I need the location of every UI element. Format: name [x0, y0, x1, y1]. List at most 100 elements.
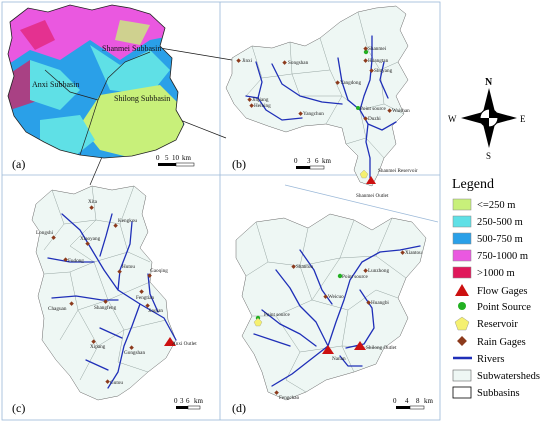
legend-title: Legend — [452, 177, 494, 192]
svg-text:Xiantou: Xiantou — [405, 250, 422, 256]
flow-gage-marker — [164, 337, 176, 346]
shilong-outlet-label: Shilong Outlet — [366, 345, 397, 351]
svg-text:Fengtian: Fengtian — [136, 295, 155, 301]
legend-item-elev-1: <=250 m — [452, 198, 515, 211]
svg-text:500-750 m: 500-750 m — [477, 234, 523, 245]
north-arrow-icon: N S E W — [448, 77, 526, 161]
svg-text:Duzhi: Duzhi — [368, 116, 381, 122]
svg-text:6: 6 — [186, 397, 190, 405]
svg-text:Point source: Point source — [342, 274, 368, 280]
reservoir-icon — [454, 316, 470, 331]
svg-text:0: 0 — [174, 397, 178, 405]
svg-text:Gaoqing: Gaoqing — [150, 268, 168, 274]
svg-text:750-1000 m: 750-1000 m — [477, 251, 528, 262]
panel-d-gages — [253, 250, 405, 395]
panel-c-gage-labels: Xita Kengkou Longshi Xiaoyang Fudong Hut… — [36, 199, 197, 386]
svg-text:Huangbi: Huangbi — [371, 300, 389, 306]
panel-b-gage-labels: Jinxi Songshan Shanmei Huangtan Yangdong… — [242, 46, 418, 199]
svg-text:10: 10 — [172, 154, 180, 162]
svg-text:Shangfeng: Shangfeng — [94, 304, 117, 311]
rain-gage-marker — [113, 223, 118, 228]
north-label: N — [485, 77, 493, 88]
svg-text:Fengchao: Fengchao — [279, 395, 300, 401]
svg-text:0: 0 — [294, 157, 298, 165]
svg-text:Heibing: Heibing — [254, 103, 271, 109]
panel-c-letter: (c) — [12, 401, 25, 415]
rain-gage-marker — [323, 294, 328, 299]
east-label: E — [520, 114, 526, 124]
panel-d-scale-bar: 0 4 8 km — [393, 397, 434, 410]
svg-text:Fudong: Fudong — [68, 258, 84, 264]
svg-text:Kengkou: Kengkou — [118, 218, 137, 224]
reservoir-marker — [359, 169, 369, 179]
svg-text:km: km — [194, 397, 204, 405]
panel-b-scale-bar: 0 3 6 km — [294, 157, 332, 170]
svg-text:6: 6 — [315, 157, 319, 165]
rain-gage-marker — [147, 273, 152, 278]
svg-text:3: 3 — [180, 397, 184, 405]
svg-text:Waishan: Waishan — [392, 108, 410, 114]
svg-text:4: 4 — [405, 397, 409, 405]
legend: Legend <=250 m 250-500 m 500-750 m 750-1… — [452, 177, 540, 399]
flow-gage-marker — [366, 176, 376, 184]
legend-swatch — [452, 386, 472, 399]
legend-item-flow-gages: Flow Gages — [455, 284, 527, 297]
legend-item-rivers: Rivers — [453, 354, 504, 365]
svg-text:8: 8 — [416, 397, 420, 405]
panel-c-anxi-map: Xita Kengkou Longshi Xiaoyang Fudong Hut… — [12, 185, 204, 415]
svg-text:Weicuo: Weicuo — [328, 294, 344, 300]
point-source-icon — [458, 302, 466, 310]
svg-text:Jinqian: Jinqian — [148, 308, 163, 314]
svg-text:Subwatersheds: Subwatersheds — [477, 371, 540, 382]
flow-gage-marker — [322, 345, 334, 354]
rain-gage-marker — [145, 303, 150, 308]
svg-text:Gutou: Gutou — [110, 380, 123, 386]
svg-text:Jinjiang: Jinjiang — [252, 97, 269, 103]
panel-c-scale-bar: 0 3 6 km — [174, 397, 204, 410]
legend-item-point-source: Point Source — [458, 302, 531, 313]
legend-item-elev-4: 750-1000 m — [452, 249, 528, 262]
anxi-outlet-label: Anxi Outlet — [172, 341, 197, 347]
svg-text:km: km — [182, 154, 192, 162]
svg-text:Shanmei Reservoir: Shanmei Reservoir — [378, 168, 418, 174]
svg-text:Point source: Point source — [264, 312, 290, 318]
legend-item-elev-2: 250-500 m — [452, 215, 523, 228]
panel-a-scale-bar: 0 5 10 km — [156, 154, 195, 167]
shanmei-outlet-label: Shanmei Outlet — [356, 193, 389, 199]
legend-swatch — [452, 369, 472, 382]
svg-text:Lunzhong: Lunzhong — [368, 268, 389, 274]
legend-swatch — [452, 198, 472, 211]
legend-swatch — [452, 266, 472, 279]
svg-text:Jinxi: Jinxi — [242, 58, 253, 64]
legend-item-elev-5: >1000 m — [452, 266, 515, 279]
svg-text:Reservoir: Reservoir — [477, 319, 518, 330]
svg-text:Chaguan: Chaguan — [48, 306, 67, 312]
svg-text:250-500 m: 250-500 m — [477, 217, 523, 228]
point-source-marker — [356, 106, 360, 110]
svg-text:Shuyang: Shuyang — [374, 68, 393, 74]
svg-text:Songshan: Songshan — [288, 60, 309, 66]
south-label: S — [486, 151, 491, 161]
svg-text:Xiaoyang: Xiaoyang — [80, 236, 101, 242]
svg-text:Longshi: Longshi — [36, 230, 54, 236]
rain-gage-marker — [366, 300, 371, 305]
panel-d-shilong-map: Xiantou Point source Shantou Lunzhong We… — [232, 213, 434, 415]
shanmei-subbasin-label: Shanmei Subbasin — [102, 44, 161, 53]
flow-gage-marker — [354, 341, 366, 350]
rain-gage-marker — [139, 289, 144, 294]
svg-text:Huangtan: Huangtan — [368, 58, 389, 64]
svg-text:Yangdong: Yangdong — [340, 80, 361, 86]
svg-text:Xita: Xita — [88, 199, 98, 205]
rain-gage-marker — [363, 268, 368, 273]
legend-item-reservoir: Reservoir — [454, 316, 518, 331]
panel-d-gage-labels: Xiantou Point source Shantou Lunzhong We… — [264, 250, 422, 401]
svg-text:0: 0 — [393, 397, 397, 405]
svg-text:Nanan: Nanan — [332, 356, 346, 362]
svg-text:Gongshan: Gongshan — [124, 350, 145, 356]
panel-a-elevation-map: Shanmei Subbasin Anxi Subbasin Shilong S… — [7, 4, 195, 171]
svg-text:<=250 m: <=250 m — [477, 200, 515, 211]
svg-text:Shantou: Shantou — [296, 264, 313, 270]
svg-text:3: 3 — [307, 157, 311, 165]
panel-a-letter: (a) — [12, 157, 25, 171]
